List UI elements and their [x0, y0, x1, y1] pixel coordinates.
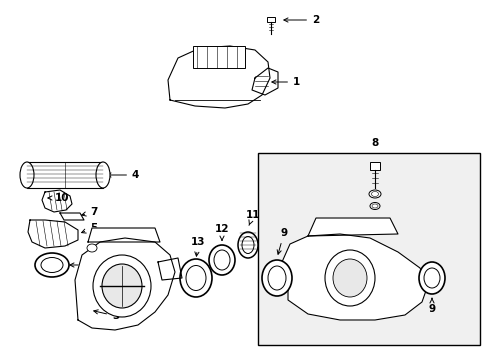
- Polygon shape: [158, 258, 182, 280]
- Bar: [258, 153, 479, 345]
- Text: 8: 8: [370, 138, 378, 148]
- Ellipse shape: [371, 204, 377, 208]
- Ellipse shape: [238, 232, 258, 258]
- Ellipse shape: [20, 162, 34, 188]
- Ellipse shape: [214, 250, 229, 270]
- Bar: [266, 17, 274, 22]
- Text: 3: 3: [94, 310, 119, 321]
- Ellipse shape: [208, 245, 235, 275]
- Ellipse shape: [325, 250, 374, 306]
- Ellipse shape: [180, 259, 212, 297]
- Ellipse shape: [371, 192, 378, 197]
- Polygon shape: [28, 220, 78, 248]
- Polygon shape: [42, 190, 72, 212]
- Ellipse shape: [35, 253, 69, 277]
- Ellipse shape: [418, 262, 444, 294]
- Ellipse shape: [96, 162, 110, 188]
- Polygon shape: [60, 213, 84, 220]
- Ellipse shape: [41, 257, 63, 273]
- Ellipse shape: [87, 244, 97, 252]
- Text: 6: 6: [70, 260, 97, 270]
- Text: 9: 9: [277, 228, 287, 254]
- Ellipse shape: [242, 237, 253, 253]
- Text: 2: 2: [284, 15, 319, 25]
- Text: 1: 1: [271, 77, 300, 87]
- Polygon shape: [307, 218, 397, 236]
- Ellipse shape: [369, 202, 379, 210]
- Ellipse shape: [93, 255, 151, 317]
- Ellipse shape: [267, 266, 285, 290]
- Text: 10: 10: [48, 193, 69, 203]
- Polygon shape: [168, 46, 269, 108]
- Text: 13: 13: [190, 237, 205, 256]
- Ellipse shape: [102, 264, 142, 308]
- Ellipse shape: [262, 260, 291, 296]
- Text: 11: 11: [245, 210, 260, 225]
- Polygon shape: [75, 238, 175, 330]
- Text: 9: 9: [427, 298, 435, 314]
- Ellipse shape: [368, 190, 380, 198]
- Ellipse shape: [332, 259, 366, 297]
- Ellipse shape: [185, 266, 205, 291]
- Polygon shape: [251, 68, 278, 95]
- Text: 12: 12: [214, 224, 229, 240]
- Polygon shape: [88, 228, 160, 242]
- Polygon shape: [282, 234, 427, 320]
- Text: 4: 4: [107, 170, 139, 180]
- Ellipse shape: [423, 268, 439, 288]
- Bar: [27, 162, 103, 188]
- Bar: [193, 46, 244, 68]
- Text: 7: 7: [81, 207, 97, 217]
- Text: 5: 5: [81, 223, 97, 233]
- Bar: [369, 162, 379, 170]
